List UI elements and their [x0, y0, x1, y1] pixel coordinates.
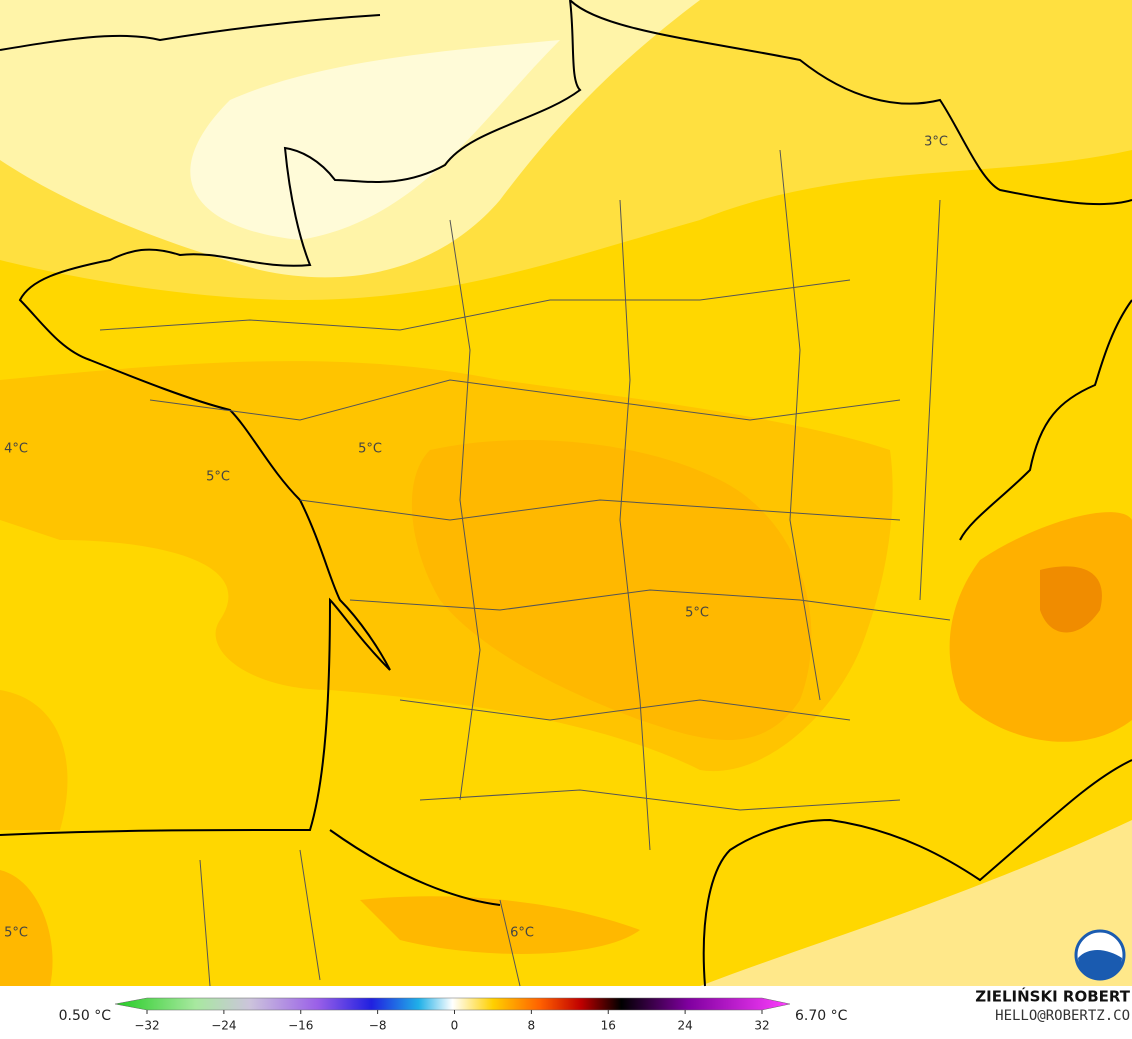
credit-name: ZIELIŃSKI ROBERT	[975, 987, 1130, 1006]
zone	[700, 820, 1132, 986]
colorbar-tick-label: 24	[677, 1019, 692, 1033]
contour-label: 4°C	[4, 442, 28, 457]
contour-labels: 3°C 4°C 5°C 5°C 5°C 5°C 6°C	[4, 135, 948, 941]
colorbar: 0.50 °C 6.70 °C −32 −24 −16 −8 0 8 16 24 32	[59, 997, 848, 1033]
colorbar-tick-label: −24	[211, 1019, 236, 1033]
colorbar-tick-label: 32	[754, 1019, 769, 1033]
colorbar-tick-label: −16	[288, 1019, 313, 1033]
contour-label: 5°C	[206, 470, 230, 485]
contour-label: 5°C	[358, 442, 382, 457]
colorbar-max: 6.70 °C	[795, 1008, 848, 1024]
contour-label: 5°C	[4, 926, 28, 941]
map	[0, 0, 1132, 987]
colorbar-tick-label: 0	[451, 1019, 459, 1033]
noaa-logo	[1074, 929, 1126, 981]
zone	[411, 440, 812, 740]
colorbar-tick-label: −8	[369, 1019, 387, 1033]
contour-label: 5°C	[685, 606, 709, 621]
zone	[360, 896, 640, 954]
zone	[0, 870, 53, 986]
credit-email: HELLO@ROBERTZ.CO	[995, 1008, 1130, 1024]
contour-label: 3°C	[924, 135, 948, 150]
zone	[1040, 566, 1102, 633]
zone	[949, 512, 1132, 742]
zone	[0, 690, 68, 830]
colorbar-tick-label: −32	[134, 1019, 159, 1033]
colorbar-tick-label: 16	[601, 1019, 616, 1033]
colorbar-tick-label: 8	[528, 1019, 536, 1033]
colorbar-ramp	[114, 997, 791, 1011]
colorbar-min: 0.50 °C	[59, 1008, 112, 1024]
zone	[190, 40, 561, 240]
contour-label: 6°C	[510, 926, 534, 941]
